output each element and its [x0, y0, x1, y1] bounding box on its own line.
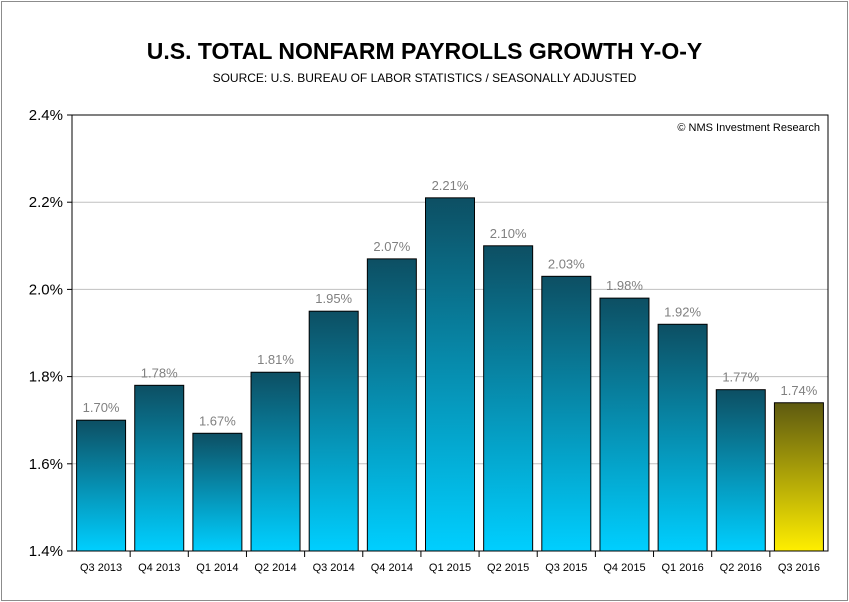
data-label: 2.10% [490, 226, 527, 241]
data-label: 1.70% [83, 400, 120, 415]
bar [425, 197, 475, 552]
y-tick-label: 2.2% [29, 194, 63, 211]
bar [250, 371, 301, 552]
x-tick-label: Q3 2016 [778, 562, 820, 574]
data-label: 1.98% [606, 278, 643, 293]
x-tick-label: Q1 2014 [196, 562, 238, 574]
y-tick-label: 1.4% [29, 543, 63, 560]
x-tick-label: Q1 2016 [662, 562, 704, 574]
chart-title: U.S. TOTAL NONFARM PAYROLLS GROWTH Y-O-Y [146, 38, 703, 64]
x-tick-label: Q2 2014 [254, 562, 296, 574]
x-tick-label: Q4 2015 [603, 562, 645, 574]
data-label: 1.77% [722, 370, 759, 385]
y-tick-label: 1.8% [29, 369, 63, 386]
bar [192, 432, 243, 552]
bar [366, 258, 417, 552]
bar [134, 384, 185, 552]
data-label: 2.03% [548, 256, 585, 271]
x-tick-label: Q4 2014 [371, 562, 413, 574]
x-tick-label: Q3 2014 [313, 562, 355, 574]
bar [773, 402, 824, 552]
bar [308, 310, 359, 552]
data-label: 1.81% [257, 352, 294, 367]
x-tick-label: Q2 2016 [720, 562, 762, 574]
x-tick-label: Q3 2013 [80, 562, 122, 574]
y-tick-label: 2.0% [29, 281, 63, 298]
plot-area [71, 114, 829, 552]
data-label: 2.07% [373, 239, 410, 254]
data-label: 1.74% [780, 383, 817, 398]
y-tick-label: 1.6% [29, 456, 63, 473]
chart-subtitle: SOURCE: U.S. BUREAU OF LABOR STATISTICS … [212, 71, 637, 85]
data-label: 1.95% [315, 291, 352, 306]
bar [599, 297, 650, 552]
x-tick-label: Q1 2015 [429, 562, 471, 574]
data-label: 2.21% [432, 178, 469, 193]
bar [541, 275, 592, 552]
x-tick-label: Q2 2015 [487, 562, 529, 574]
bar [657, 323, 708, 552]
bar [715, 389, 766, 552]
credit-label: © NMS Investment Research [677, 122, 820, 134]
x-tick-label: Q3 2015 [545, 562, 587, 574]
data-label: 1.92% [664, 304, 701, 319]
y-tick-label: 2.4% [29, 107, 63, 124]
bar [76, 419, 127, 552]
bar [483, 245, 534, 552]
data-label: 1.67% [199, 413, 236, 428]
data-label: 1.78% [141, 365, 178, 380]
x-tick-label: Q4 2013 [138, 562, 180, 574]
